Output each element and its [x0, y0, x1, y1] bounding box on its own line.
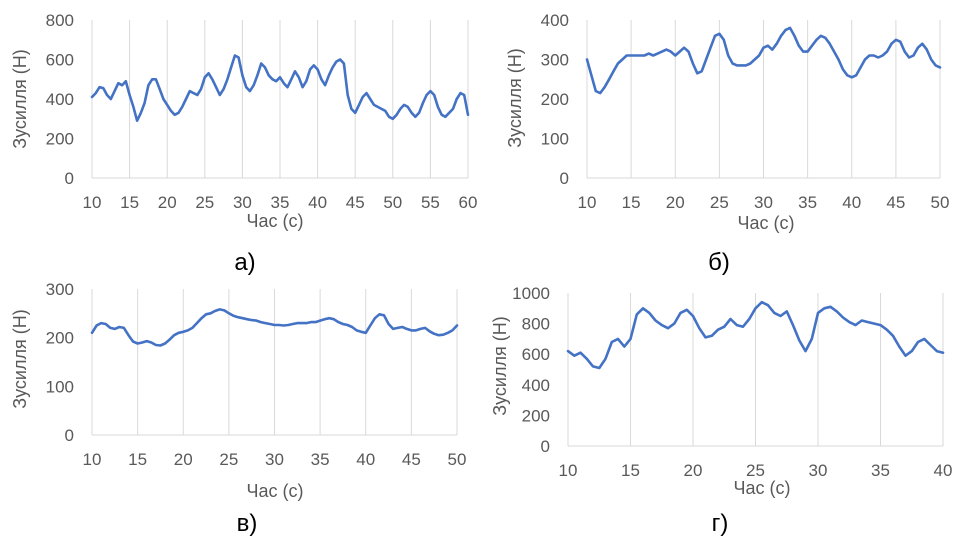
y-axis-title: Зусилля (Н) — [10, 309, 30, 408]
y-axis-title: Зусилля (Н) — [10, 49, 30, 148]
x-tick-label: 40 — [308, 193, 327, 212]
x-tick-label: 50 — [448, 450, 467, 469]
panel-label: б) — [708, 249, 730, 276]
x-tick-label: 15 — [128, 450, 147, 469]
x-tick-label: 60 — [459, 193, 478, 212]
x-tick-label: 30 — [233, 193, 252, 212]
y-tick-label: 200 — [522, 406, 550, 425]
x-tick-label: 35 — [871, 461, 890, 480]
panel-label: а) — [234, 249, 255, 276]
chart-panel-g: Зусилля (Н) Час (с) г) 10 15 20 25 30 35 40020… — [490, 284, 952, 537]
x-axis-title: Час (с) — [247, 211, 304, 231]
y-tick-label: 0 — [560, 169, 569, 188]
x-axis-title: Час (с) — [734, 478, 791, 498]
x-tick-label: 15 — [622, 193, 641, 212]
x-tick-label: 30 — [754, 193, 773, 212]
x-axis-title: Час (с) — [738, 213, 795, 233]
x-tick-label: 20 — [666, 193, 685, 212]
y-tick-label: 200 — [541, 90, 569, 109]
series-line — [90, 308, 459, 347]
y-tick-label: 1000 — [512, 284, 550, 303]
y-tick-label: 0 — [541, 437, 550, 456]
series-line — [90, 54, 470, 122]
series-line — [566, 300, 945, 370]
x-tick-label: 50 — [931, 193, 950, 212]
x-tick-label: 25 — [195, 193, 214, 212]
y-tick-label: 0 — [65, 426, 74, 445]
y-axis-title: Зусилля (Н) — [490, 316, 510, 415]
x-tick-label: 35 — [311, 450, 330, 469]
x-tick-label: 25 — [746, 461, 765, 480]
y-tick-label: 100 — [541, 130, 569, 149]
y-tick-label: 400 — [522, 376, 550, 395]
x-tick-label: 45 — [346, 193, 365, 212]
y-axis-title: Зусилля (Н) — [505, 48, 525, 147]
x-tick-label: 15 — [621, 461, 640, 480]
chart-panel-v: Зусилля (Н) Час (с) в) 10 15 20 25 30 35 40 45 5… — [10, 280, 466, 537]
chart-panel-a: Зусилля (Н) Час (с) а) 10 15 20 25 30 35 40 45 5… — [10, 11, 477, 276]
y-tick-label: 200 — [46, 130, 74, 149]
x-tick-label: 10 — [578, 193, 597, 212]
x-tick-label: 45 — [886, 193, 905, 212]
panel-label: в) — [237, 510, 258, 537]
x-tick-label: 35 — [271, 193, 290, 212]
y-tick-label: 0 — [65, 169, 74, 188]
series-line — [585, 26, 942, 95]
x-axis-title: Час (с) — [247, 481, 304, 501]
chart-panel-b: Зусилля (Н) Час (с) б) 10 15 20 25 30 35 40 45 5… — [505, 11, 949, 276]
x-tick-label: 45 — [402, 450, 421, 469]
x-tick-label: 10 — [83, 193, 102, 212]
x-tick-label: 30 — [265, 450, 284, 469]
panel-label: г) — [712, 510, 729, 537]
y-tick-label: 100 — [46, 377, 74, 396]
x-tick-label: 35 — [798, 193, 817, 212]
x-tick-label: 55 — [421, 193, 440, 212]
x-tick-label: 30 — [809, 461, 828, 480]
x-tick-label: 10 — [83, 450, 102, 469]
x-tick-label: 15 — [120, 193, 139, 212]
x-tick-label: 40 — [934, 461, 953, 480]
x-tick-label: 50 — [383, 193, 402, 212]
y-tick-label: 300 — [46, 280, 74, 299]
y-tick-label: 800 — [46, 11, 74, 30]
x-tick-label: 25 — [219, 450, 238, 469]
x-tick-label: 10 — [559, 461, 578, 480]
y-tick-label: 400 — [46, 90, 74, 109]
y-tick-label: 400 — [541, 11, 569, 30]
y-tick-label: 200 — [46, 329, 74, 348]
x-tick-label: 20 — [158, 193, 177, 212]
x-tick-label: 20 — [174, 450, 193, 469]
x-tick-label: 40 — [356, 450, 375, 469]
x-tick-label: 20 — [684, 461, 703, 480]
y-tick-label: 600 — [46, 51, 74, 70]
x-tick-label: 40 — [842, 193, 861, 212]
y-tick-label: 300 — [541, 51, 569, 70]
x-tick-label: 25 — [710, 193, 729, 212]
y-tick-label: 800 — [522, 315, 550, 334]
y-tick-label: 600 — [522, 345, 550, 364]
